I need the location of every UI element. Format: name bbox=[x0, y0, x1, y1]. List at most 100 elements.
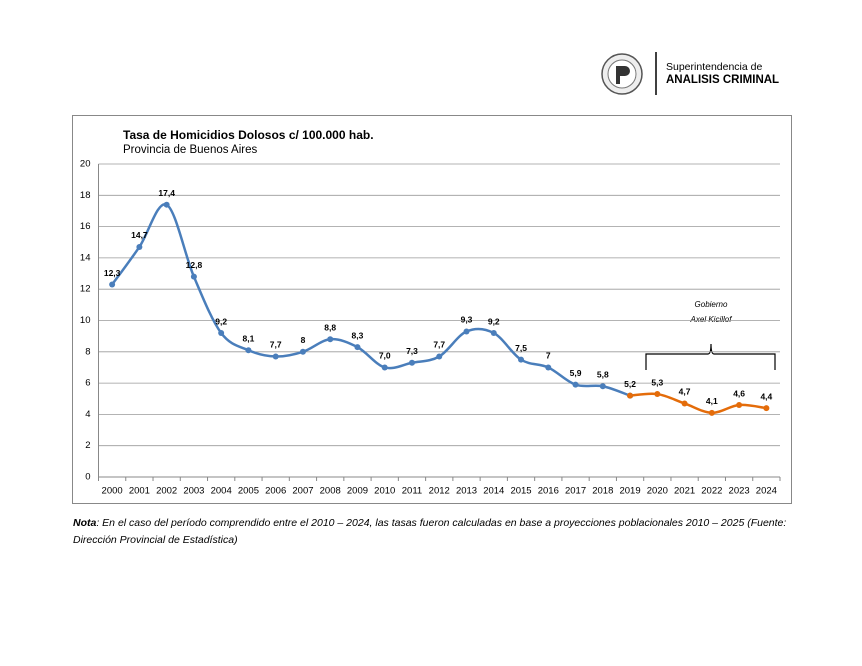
y-tick-label: 10 bbox=[80, 315, 91, 326]
org-line2: ANALISIS CRIMINAL bbox=[666, 74, 779, 86]
y-tick-label: 18 bbox=[80, 190, 91, 201]
annotation: Gobierno bbox=[695, 300, 728, 309]
data-point bbox=[708, 409, 715, 416]
data-point bbox=[272, 353, 279, 360]
x-tick-label: 2023 bbox=[729, 486, 750, 497]
data-point bbox=[381, 364, 388, 371]
data-point bbox=[763, 405, 770, 412]
x-tick-label: 2011 bbox=[402, 486, 422, 497]
data-label: 4,7 bbox=[679, 387, 691, 397]
note-label: Nota bbox=[73, 517, 96, 529]
data-label: 5,9 bbox=[570, 368, 582, 378]
x-tick-label: 2007 bbox=[292, 486, 313, 497]
data-point bbox=[354, 344, 361, 351]
x-tick-label: 2002 bbox=[156, 486, 177, 497]
x-tick-label: 2009 bbox=[347, 486, 368, 497]
data-label: 9,3 bbox=[461, 315, 473, 325]
org-line1: Superintendencia de bbox=[666, 61, 762, 73]
data-point bbox=[545, 364, 552, 371]
x-tick-label: 2019 bbox=[619, 486, 640, 497]
data-label: 8 bbox=[301, 335, 306, 345]
y-tick-label: 4 bbox=[85, 409, 90, 420]
x-tick-label: 2001 bbox=[129, 486, 150, 497]
x-tick-label: 2018 bbox=[592, 486, 613, 497]
x-tick-label: 2021 bbox=[674, 486, 695, 497]
data-point bbox=[109, 281, 116, 288]
x-tick-label: 2020 bbox=[647, 486, 668, 497]
note-text: : En el caso del período comprendido ent… bbox=[96, 517, 786, 529]
y-tick-label: 12 bbox=[80, 284, 91, 295]
x-tick-label: 2013 bbox=[456, 486, 477, 497]
y-tick-label: 8 bbox=[85, 346, 90, 357]
data-label: 12,3 bbox=[104, 268, 121, 278]
x-tick-label: 2003 bbox=[183, 486, 204, 497]
x-tick-label: 2016 bbox=[538, 486, 559, 497]
data-label: 4,6 bbox=[733, 388, 745, 398]
data-point bbox=[136, 243, 143, 250]
data-label: 7,7 bbox=[433, 340, 445, 350]
data-label: 4,4 bbox=[760, 391, 772, 401]
data-label: 4,1 bbox=[706, 396, 718, 406]
data-point bbox=[163, 201, 170, 208]
data-label: 7,3 bbox=[406, 346, 418, 356]
x-tick-label: 2000 bbox=[102, 486, 123, 497]
data-point bbox=[408, 359, 415, 366]
data-point bbox=[599, 383, 606, 390]
x-tick-label: 2012 bbox=[429, 486, 450, 497]
data-label: 8,8 bbox=[324, 323, 336, 333]
data-point bbox=[245, 347, 252, 354]
note-text: Dirección Provincial de Estadística) bbox=[73, 534, 238, 546]
data-point bbox=[627, 392, 634, 399]
x-tick-label: 2008 bbox=[320, 486, 341, 497]
annotation: Axel Kicillof bbox=[690, 315, 733, 324]
y-tick-label: 0 bbox=[85, 472, 90, 483]
y-tick-label: 2 bbox=[85, 440, 90, 451]
data-point bbox=[436, 353, 443, 360]
data-label: 7,7 bbox=[270, 340, 282, 350]
data-point bbox=[518, 356, 525, 363]
x-tick-label: 2014 bbox=[483, 486, 504, 497]
series-line bbox=[629, 392, 767, 415]
x-tick-label: 2005 bbox=[238, 486, 259, 497]
data-point bbox=[572, 381, 579, 388]
y-tick-label: 20 bbox=[80, 159, 91, 170]
data-label: 7,5 bbox=[515, 343, 527, 353]
series-line bbox=[111, 203, 631, 397]
x-tick-label: 2024 bbox=[756, 486, 777, 497]
chart-subtitle: Provincia de Buenos Aires bbox=[123, 144, 257, 156]
data-point bbox=[490, 330, 497, 337]
data-point bbox=[681, 400, 688, 407]
y-tick-label: 6 bbox=[85, 378, 90, 389]
chart-title: Tasa de Homicidios Dolosos c/ 100.000 ha… bbox=[123, 128, 374, 142]
data-label: 5,3 bbox=[651, 377, 663, 387]
data-label: 17,4 bbox=[158, 188, 175, 198]
x-tick-label: 2022 bbox=[701, 486, 722, 497]
data-point bbox=[190, 273, 197, 280]
data-label: 7 bbox=[546, 351, 551, 361]
data-point bbox=[218, 330, 225, 337]
logo-mark bbox=[616, 66, 630, 84]
data-label: 9,2 bbox=[488, 316, 500, 326]
data-label: 8,3 bbox=[352, 330, 364, 340]
x-tick-label: 2004 bbox=[211, 486, 232, 497]
data-label: 5,2 bbox=[624, 379, 636, 389]
data-point bbox=[736, 402, 743, 409]
x-tick-label: 2017 bbox=[565, 486, 586, 497]
data-label: 12,8 bbox=[186, 260, 203, 270]
x-tick-label: 2010 bbox=[374, 486, 395, 497]
data-point bbox=[463, 328, 470, 335]
y-tick-label: 16 bbox=[80, 221, 91, 232]
data-point bbox=[299, 348, 306, 355]
y-tick-label: 14 bbox=[80, 252, 91, 263]
data-label: 5,8 bbox=[597, 369, 609, 379]
data-label: 7,0 bbox=[379, 351, 391, 361]
data-point bbox=[327, 336, 334, 343]
data-label: 14,7 bbox=[131, 230, 148, 240]
bracket bbox=[645, 343, 776, 370]
x-tick-label: 2006 bbox=[265, 486, 286, 497]
data-label: 8,1 bbox=[243, 333, 255, 343]
chart-frame bbox=[72, 115, 792, 504]
note: Nota: En el caso del período comprendido… bbox=[73, 517, 786, 529]
